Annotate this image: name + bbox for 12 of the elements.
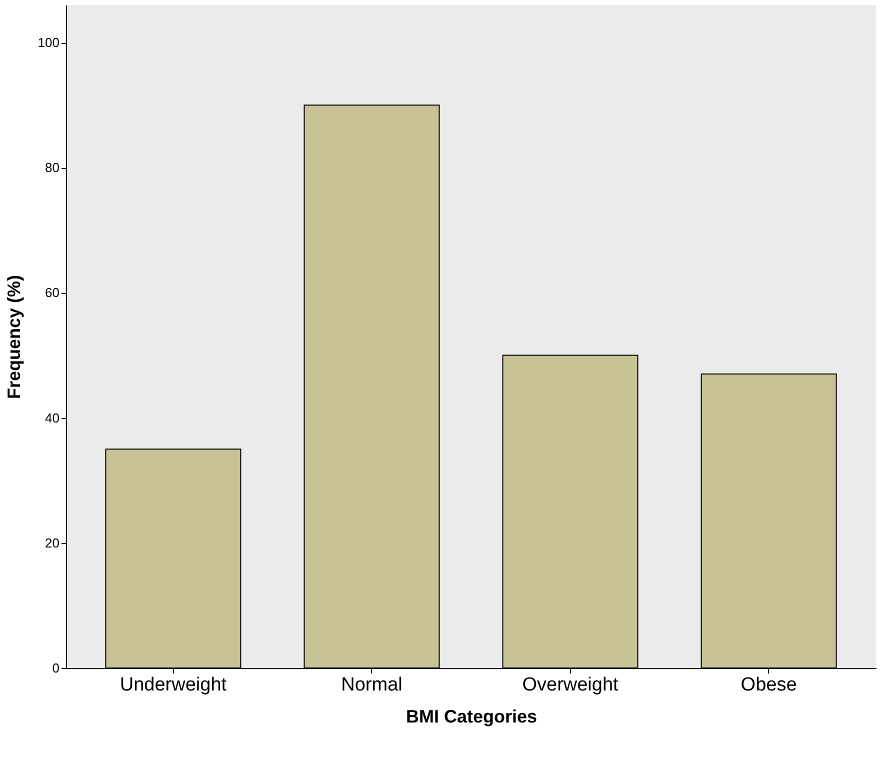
y-tick-label: 100 [38, 35, 60, 50]
y-axis-title: Frequency (%) [4, 274, 24, 400]
x-tick-label: Obese [740, 674, 797, 696]
y-tick-label: 40 [45, 410, 60, 426]
y-tick-label: 0 [52, 660, 60, 676]
x-tick-label: Overweight [522, 674, 620, 696]
x-tick-label: Normal [341, 674, 402, 696]
x-tick-label: Underweight [120, 674, 228, 696]
y-tick-label: 60 [45, 285, 60, 300]
y-tick-label: 20 [45, 535, 60, 550]
y-tick-label: 80 [45, 160, 60, 176]
x-axis-title: BMI Categories [406, 706, 538, 726]
